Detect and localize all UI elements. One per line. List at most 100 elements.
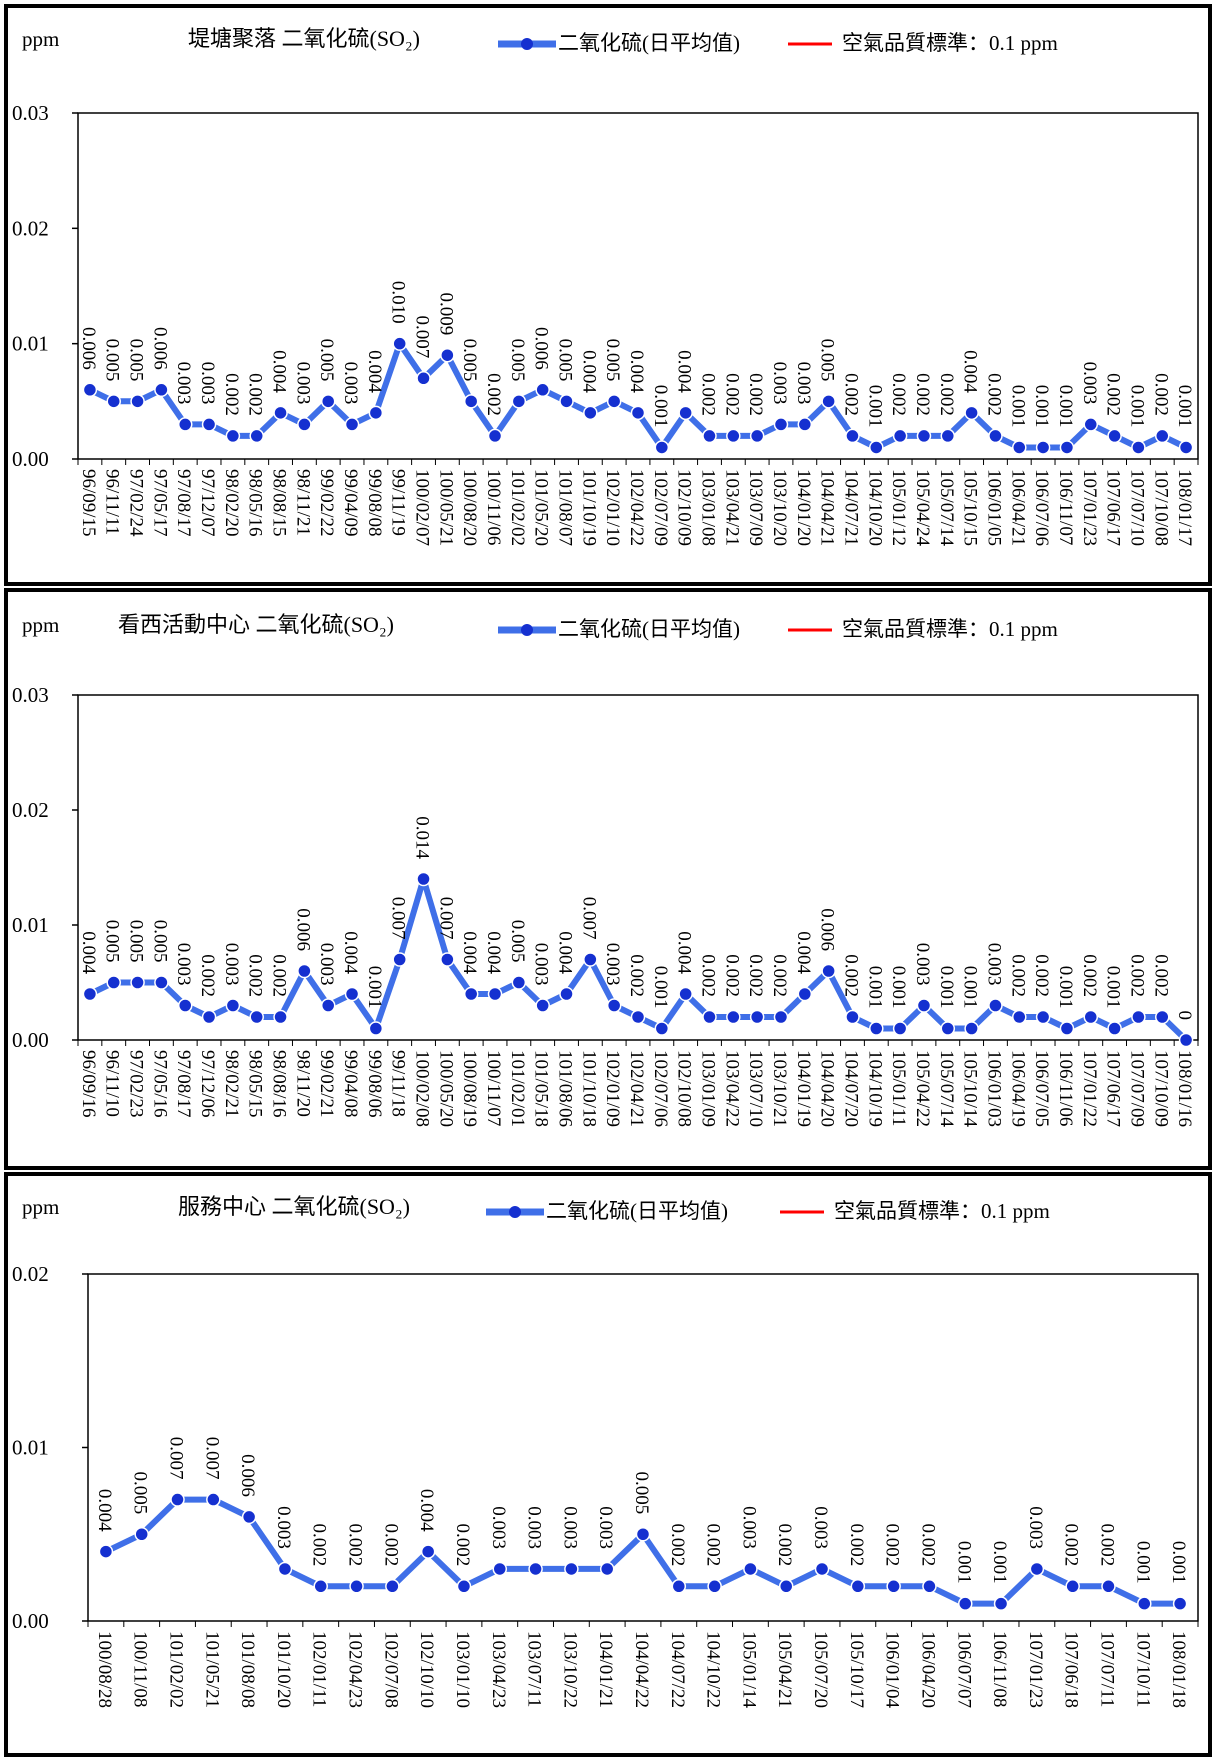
data-label: 0.003 [340, 362, 361, 405]
x-tick-label: 103/07/09 [745, 469, 766, 546]
data-point [297, 963, 312, 979]
x-tick-label: 105/07/14 [936, 1050, 957, 1128]
data-label: 0.004 [555, 931, 576, 974]
data-label: 0.002 [1150, 373, 1171, 416]
x-tick-label: 97/05/16 [149, 1050, 170, 1118]
data-point [416, 371, 431, 386]
data-point [964, 1021, 979, 1036]
y-axis-label: ppm [22, 27, 59, 51]
x-tick-label: 103/01/08 [697, 469, 718, 546]
data-point [487, 986, 503, 1002]
x-tick-label: 105/07/20 [810, 1631, 831, 1708]
data-point [154, 382, 169, 398]
data-label: 0.002 [345, 1524, 366, 1567]
data-label: 0.002 [667, 1524, 688, 1567]
legend-series-label: 二氧化硫(日平均值) [558, 31, 740, 55]
data-label: 0.002 [483, 373, 504, 416]
y-tick-label: 0.00 [12, 1609, 49, 1633]
legend-series-marker [509, 1206, 521, 1218]
data-label: 0.001 [1132, 1541, 1153, 1584]
data-label: 0.003 [531, 943, 552, 986]
data-label: 0.002 [745, 373, 766, 416]
data-point [170, 1492, 185, 1507]
data-point [273, 1009, 288, 1025]
data-label: 0.002 [380, 1524, 401, 1567]
data-point [130, 975, 145, 990]
x-tick-label: 96/09/15 [78, 469, 99, 537]
x-tick-label: 104/04/20 [817, 1050, 838, 1127]
data-point [392, 952, 407, 967]
x-tick-label: 97/08/17 [173, 469, 194, 537]
data-point [82, 986, 98, 1002]
data-label: 0.002 [846, 1524, 867, 1567]
data-point [440, 952, 455, 967]
data-point [564, 1561, 579, 1577]
data-point [1178, 440, 1194, 455]
data-label: 0.002 [269, 954, 290, 997]
x-tick-label: 100/05/21 [435, 469, 456, 546]
x-tick-label: 105/04/21 [774, 1631, 795, 1708]
chart-title: 看西活動中心 二氧化硫(SO₂) [118, 612, 394, 637]
x-tick-label: 106/11/08 [989, 1631, 1010, 1707]
y-tick-label: 0.01 [12, 913, 49, 937]
data-point [702, 428, 717, 444]
x-tick-label: 102/04/21 [626, 1050, 647, 1127]
data-label: 0.007 [435, 897, 456, 940]
legend-standard-label: 空氣品質標準：0.1 ppm [842, 31, 1058, 55]
x-tick-label: 101/05/18 [531, 1050, 552, 1127]
x-tick-label: 98/05/16 [245, 469, 266, 537]
data-label: 0.002 [1007, 954, 1028, 997]
y-axis-label: ppm [22, 1195, 59, 1219]
data-point [606, 998, 622, 1013]
x-tick-label: 105/07/14 [936, 469, 957, 547]
x-tick-label: 105/10/17 [846, 1631, 867, 1708]
data-point [940, 428, 956, 444]
data-label: 0.007 [388, 897, 409, 940]
data-point [177, 998, 193, 1013]
data-label: 0.006 [817, 908, 838, 951]
legend-series-label: 二氧化硫(日平均值) [558, 617, 740, 641]
data-point [368, 1021, 384, 1036]
legend-standard-label: 空氣品質標準：0.1 ppm [842, 617, 1058, 641]
data-label: 0.002 [452, 1524, 473, 1567]
data-label: 0.003 [1079, 362, 1100, 405]
x-tick-label: 102/07/06 [650, 1050, 671, 1127]
x-tick-label: 97/02/23 [126, 1050, 147, 1118]
x-tick-label: 100/05/20 [435, 1050, 456, 1127]
data-label: 0.004 [483, 931, 504, 974]
x-tick-label: 100/08/20 [459, 469, 480, 546]
x-tick-label: 106/01/03 [983, 1050, 1004, 1127]
data-label: 0.001 [1055, 966, 1076, 1009]
data-point [201, 1009, 217, 1025]
data-point [313, 1579, 328, 1594]
data-label: 0.005 [602, 339, 623, 382]
data-label: 0.005 [507, 339, 528, 382]
x-tick-label: 106/04/20 [917, 1631, 938, 1708]
x-tick-label: 104/04/22 [631, 1631, 652, 1708]
data-label: 0.006 [531, 327, 552, 370]
x-tick-label: 105/04/22 [912, 1050, 933, 1127]
data-point [916, 428, 932, 444]
data-point [385, 1579, 400, 1594]
data-point [349, 1579, 364, 1594]
data-label: 0.001 [1055, 385, 1076, 428]
x-tick-label: 101/05/20 [531, 469, 552, 546]
data-point [1178, 1032, 1194, 1048]
x-tick-label: 104/07/21 [840, 469, 861, 546]
data-label: 0.001 [989, 1541, 1010, 1584]
data-point [845, 428, 860, 444]
data-point [1035, 440, 1051, 455]
data-label: 0.001 [364, 966, 385, 1009]
data-point [1155, 428, 1170, 444]
data-point [850, 1579, 866, 1594]
data-point [273, 405, 288, 421]
data-label: 0.004 [364, 350, 385, 393]
y-tick-label: 0.02 [12, 1262, 49, 1286]
data-point [892, 1021, 908, 1036]
data-label: 0.003 [197, 362, 218, 405]
data-point [1012, 440, 1027, 455]
legend-standard-label: 空氣品質標準：0.1 ppm [834, 1199, 1050, 1223]
data-point [154, 975, 169, 990]
data-point [869, 1021, 884, 1036]
data-label: 0.003 [912, 943, 933, 986]
